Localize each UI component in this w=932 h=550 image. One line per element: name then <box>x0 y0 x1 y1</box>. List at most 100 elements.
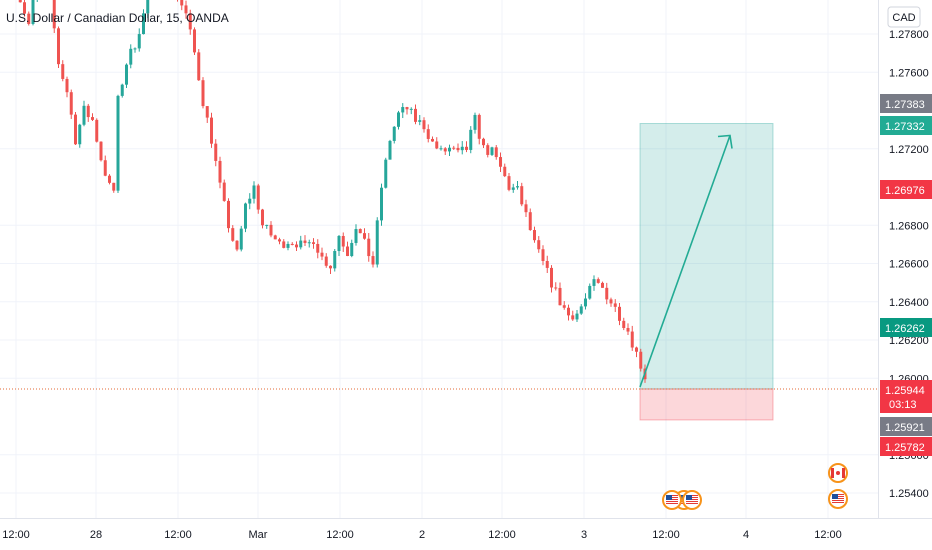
candle-body <box>261 209 264 226</box>
us-event-flag-3[interactable] <box>662 490 682 510</box>
candle-body <box>507 176 511 190</box>
candle-body <box>392 126 396 141</box>
price-tag-label: 1.26976 <box>885 185 925 197</box>
candle-body <box>439 148 443 150</box>
candle-body <box>201 80 205 107</box>
candle-body <box>337 235 341 252</box>
candle-body <box>358 229 362 234</box>
candle-body <box>180 0 184 6</box>
candle-body <box>435 141 439 149</box>
candle-body <box>584 298 587 307</box>
candle-body <box>397 112 400 127</box>
ca-event-flag[interactable] <box>828 463 848 483</box>
price-tick-label: 1.26200 <box>889 335 929 347</box>
candle-body <box>605 287 609 300</box>
position-tool[interactable] <box>639 123 774 421</box>
profit-zone[interactable] <box>639 123 774 390</box>
candle-body <box>120 84 124 96</box>
event-flags[interactable] <box>662 463 848 510</box>
price-tag-label: 1.27383 <box>885 99 925 111</box>
flag-stripe <box>832 502 844 503</box>
candle-body <box>91 117 94 120</box>
candle-body <box>541 249 545 261</box>
time-tick-label: 12:00 <box>164 529 192 541</box>
candle-body <box>235 240 239 250</box>
candle-body <box>528 212 532 231</box>
price-tag-gray <box>880 94 932 113</box>
flag-stripe <box>686 503 698 504</box>
candle-body <box>588 285 592 299</box>
target-arrow-head <box>717 134 733 149</box>
candle-body <box>520 186 524 205</box>
price-tag-label: 1.26262 <box>885 323 925 335</box>
price-tick-label: 1.26400 <box>889 297 929 309</box>
candle-body <box>31 0 35 24</box>
candle-body <box>324 256 328 266</box>
candle-body <box>571 315 575 320</box>
price-tag-gray <box>880 417 932 436</box>
candle-body <box>278 239 281 242</box>
currency-badge[interactable] <box>887 6 921 28</box>
candle-body <box>622 320 626 329</box>
candle-body <box>23 2 26 14</box>
candle-body <box>57 28 60 65</box>
us-event-flag-4[interactable] <box>828 489 848 509</box>
candle-body <box>273 235 277 240</box>
price-tag-label: 1.25782 <box>885 442 925 454</box>
price-tag-red <box>880 180 932 199</box>
candle-body <box>426 129 430 139</box>
candle-body <box>52 0 56 29</box>
candle-body <box>222 182 226 201</box>
candle-body <box>108 175 111 183</box>
price-tag-red-current <box>880 380 932 413</box>
candle-body <box>380 187 383 221</box>
candle-body <box>579 306 583 314</box>
currency-label: CAD <box>892 12 915 24</box>
candle-body <box>456 147 460 151</box>
candle-body <box>409 108 413 110</box>
candle-body <box>341 235 345 247</box>
price-tick-label: 1.26600 <box>889 259 929 271</box>
candle-body <box>494 147 498 158</box>
candle-body <box>354 229 358 243</box>
candle-body <box>431 138 434 142</box>
candle-body <box>639 351 643 369</box>
time-tick-label: 12:00 <box>488 529 516 541</box>
candle-body <box>231 228 235 241</box>
candle-body <box>575 313 579 320</box>
candle-body <box>133 48 137 50</box>
candle-body <box>452 147 456 149</box>
candle-body <box>375 220 379 265</box>
candle-body <box>244 203 247 229</box>
candle-body <box>465 146 468 150</box>
candle-body <box>205 106 209 118</box>
flag-stripe <box>686 501 698 502</box>
time-tick-label: 12:00 <box>2 529 30 541</box>
candle-body <box>477 114 481 139</box>
time-axis[interactable]: 12:00 28 12:00 Mar 12:00 2 12:00 3 12:00 4 12:00 <box>2 529 842 541</box>
candle-body <box>27 13 31 24</box>
candle-body <box>95 119 99 142</box>
candle-body <box>74 114 77 145</box>
candle-body <box>630 331 634 348</box>
candle-body <box>524 204 528 213</box>
candle-body <box>346 246 349 257</box>
maple-leaf-icon <box>836 471 840 475</box>
countdown-label: 03:13 <box>889 399 917 411</box>
candle-body <box>18 0 22 3</box>
price-tick-label: 1.27800 <box>889 29 929 41</box>
loss-zone[interactable] <box>639 388 774 421</box>
candle-body <box>635 347 638 352</box>
time-tick-label: 28 <box>90 529 102 541</box>
us-event-flag-2[interactable] <box>682 490 702 510</box>
price-tag-label: 1.27332 <box>885 121 925 133</box>
candle-body <box>503 166 507 177</box>
candle-body <box>460 146 464 151</box>
time-tick-label: Mar <box>249 529 268 541</box>
candle-body <box>256 185 260 210</box>
candle-body <box>320 252 324 257</box>
flag-bar <box>842 468 845 478</box>
candle-body <box>414 108 417 122</box>
